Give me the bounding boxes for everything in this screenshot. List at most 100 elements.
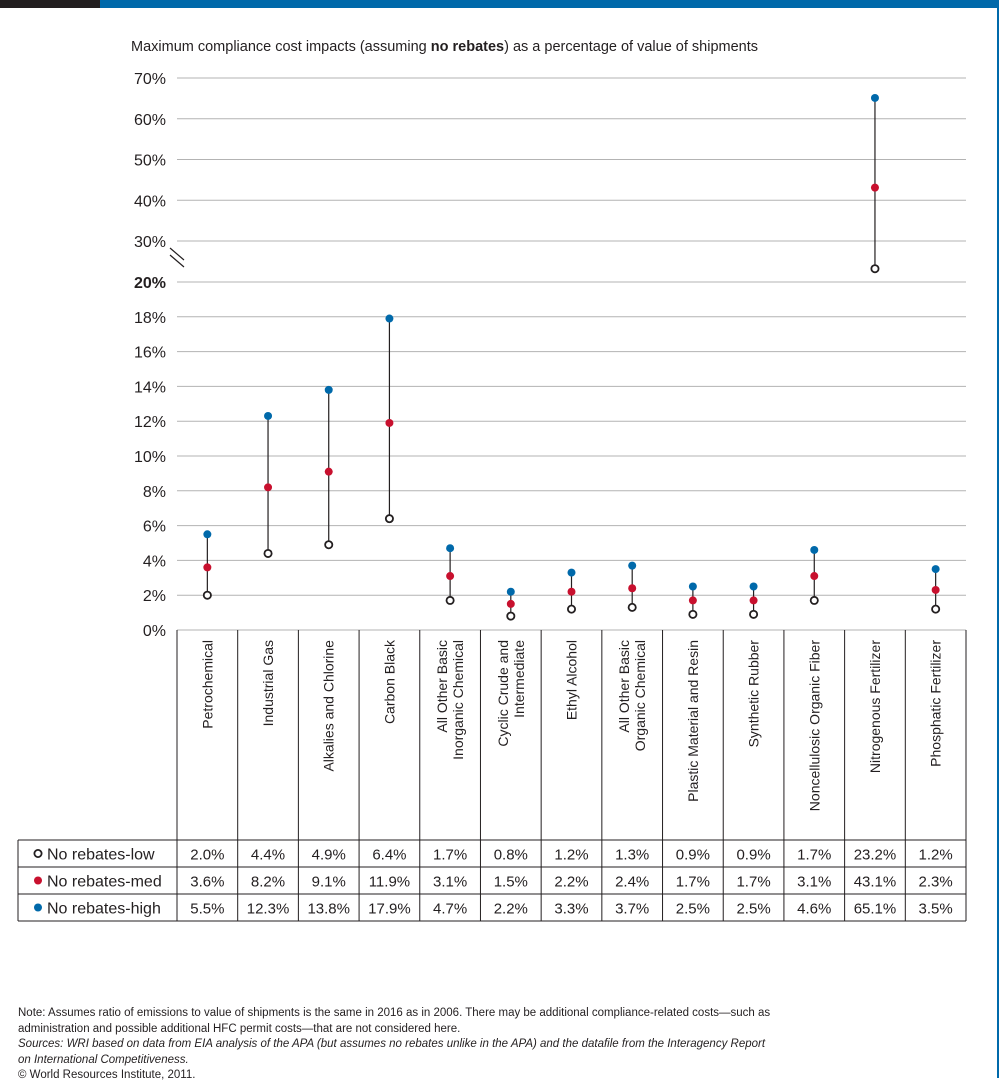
point-med — [870, 183, 879, 192]
chart-title-part: ) as a percentage of value of shipments — [504, 39, 758, 55]
sources-line-2: on International Competitiveness. — [18, 1053, 189, 1066]
y-tick-label: 14% — [134, 379, 166, 396]
point-med — [446, 572, 455, 581]
y-tick-label: 50% — [134, 153, 166, 170]
y-tick-label: 18% — [134, 310, 166, 327]
table-cell: 6.4% — [372, 847, 406, 864]
point-med — [324, 467, 333, 476]
point-med — [203, 563, 212, 572]
table-cell: 1.5% — [494, 874, 528, 891]
point-high — [628, 561, 637, 570]
table-cell: 1.7% — [676, 874, 710, 891]
category-label: Inorganic Chemical — [450, 640, 466, 760]
table-cell: 65.1% — [854, 901, 897, 918]
point-low — [202, 590, 212, 600]
table-cell: 12.3% — [247, 901, 290, 918]
point-low — [627, 602, 637, 612]
category-label: Petrochemical — [199, 640, 215, 729]
point-low — [506, 611, 516, 621]
point-high — [810, 545, 819, 554]
legend-marker-low — [33, 849, 43, 859]
point-low — [384, 514, 394, 524]
table-cell: 8.2% — [251, 874, 285, 891]
table-cell: 2.3% — [919, 874, 953, 891]
point-low — [688, 609, 698, 619]
y-tick-label: 8% — [143, 484, 166, 501]
point-high — [688, 582, 697, 591]
y-tick-label: 0% — [143, 623, 166, 640]
point-med — [749, 596, 758, 605]
point-low — [749, 609, 759, 619]
table-cell: 2.4% — [615, 874, 649, 891]
category-label: Phosphatic Fertilizer — [928, 640, 944, 767]
table-cell: 1.2% — [554, 847, 588, 864]
legend-label: No rebates-high — [47, 901, 161, 918]
category-label: Plastic Material and Resin — [685, 640, 701, 802]
chart-notes: Note: Assumes ratio of emissions to valu… — [18, 1006, 918, 1084]
table-cell: 1.7% — [797, 847, 831, 864]
compliance-cost-chart: Maximum compliance cost impacts (assumin… — [17, 39, 967, 922]
table-cell: 0.9% — [676, 847, 710, 864]
table-cell: 2.0% — [190, 847, 224, 864]
category-label: Alkalies and Chlorine — [321, 640, 337, 772]
y-tick-label: 30% — [134, 234, 166, 251]
table-cell: 13.8% — [307, 901, 350, 918]
chart-title-bold: no rebates — [431, 39, 504, 55]
category-label: Noncellulosic Organic Fiber — [806, 640, 822, 812]
legend-label: No rebates-low — [47, 847, 155, 864]
y-tick-label: 16% — [134, 345, 166, 362]
point-low — [931, 604, 941, 614]
point-high — [749, 582, 758, 591]
table-cell: 2.5% — [736, 901, 770, 918]
y-tick-label: 6% — [143, 519, 166, 536]
table-cell: 11.9% — [369, 874, 410, 891]
note-line-1: Note: Assumes ratio of emissions to valu… — [18, 1007, 771, 1019]
point-med — [688, 596, 697, 605]
table-cell: 4.6% — [797, 901, 831, 918]
table-cell: 3.7% — [615, 901, 649, 918]
top-banner-dark — [0, 0, 100, 8]
category-label: Ethyl Alcohol — [564, 640, 580, 720]
point-med — [628, 584, 637, 593]
table-cell: 5.5% — [190, 901, 224, 918]
point-high — [931, 565, 940, 574]
table-cell: 0.8% — [494, 847, 528, 864]
sources-line-1: Sources: WRI based on data from EIA anal… — [18, 1038, 766, 1050]
point-low — [567, 604, 577, 614]
category-label: Nitrogenous Fertilizer — [867, 640, 883, 773]
point-med — [506, 599, 515, 608]
y-tick-label: 4% — [143, 553, 166, 570]
table-cell: 4.9% — [312, 847, 346, 864]
y-tick-label: 40% — [134, 193, 166, 210]
category-label: Carbon Black — [381, 639, 397, 724]
chart-title: Maximum compliance cost impacts (assumin… — [131, 39, 758, 55]
table-cell: 3.3% — [554, 901, 588, 918]
note-line-2: administration and possible additional H… — [18, 1022, 461, 1035]
table-cell: 3.1% — [797, 874, 831, 891]
point-med — [931, 585, 940, 594]
point-high — [264, 411, 273, 420]
table-cell: 4.4% — [251, 847, 285, 864]
point-med — [810, 572, 819, 581]
table-cell: 9.1% — [312, 874, 346, 891]
point-med — [567, 587, 576, 596]
table-cell: 23.2% — [854, 847, 897, 864]
top-banner-accent — [100, 0, 999, 8]
category-label: Cyclic Crude and — [495, 640, 511, 747]
point-low — [263, 548, 273, 558]
point-high — [870, 93, 879, 102]
point-low — [445, 595, 455, 605]
legend-label: No rebates-med — [47, 874, 162, 891]
y-tick-label: 10% — [134, 449, 166, 466]
point-high — [567, 568, 576, 577]
table-cell: 1.7% — [736, 874, 770, 891]
table-cell: 0.9% — [736, 847, 770, 864]
legend-marker-med — [34, 876, 42, 885]
category-label: All Other Basic — [616, 640, 632, 733]
point-med — [264, 483, 273, 492]
table-cell: 3.5% — [919, 901, 953, 918]
table-cell: 1.7% — [433, 847, 467, 864]
point-high — [506, 587, 515, 596]
point-med — [385, 418, 394, 427]
point-low — [809, 595, 819, 605]
